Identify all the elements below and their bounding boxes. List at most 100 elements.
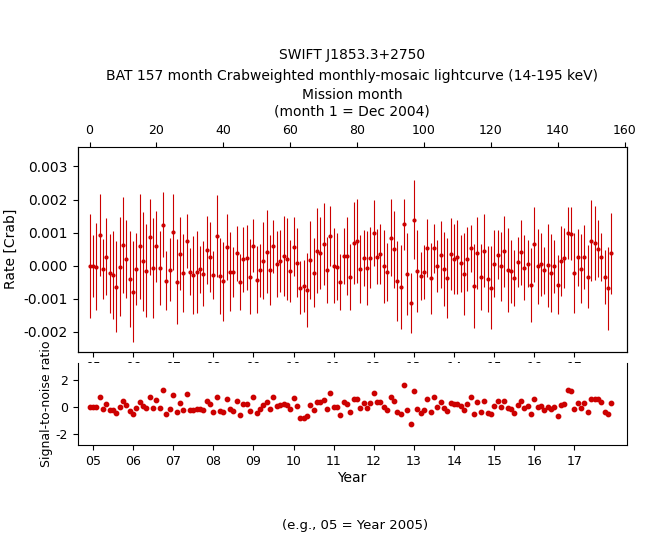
- Point: [432, 403, 443, 412]
- Point: [455, 401, 466, 410]
- Point: [392, 408, 402, 416]
- Point: [238, 400, 249, 408]
- Point: [141, 404, 152, 413]
- Point: [483, 408, 493, 417]
- Point: [168, 390, 178, 399]
- Title: SWIFT J1853.3+2750
BAT 157 month Crabweighted monthly-mosaic lightcurve (14-195 : SWIFT J1853.3+2750 BAT 157 month Crabwei…: [106, 48, 598, 83]
- Point: [415, 408, 426, 417]
- Point: [516, 397, 526, 406]
- Point: [174, 398, 185, 407]
- Point: [399, 380, 409, 389]
- Point: [559, 399, 570, 408]
- Point: [312, 398, 322, 407]
- Point: [512, 401, 523, 409]
- Point: [603, 410, 613, 419]
- Point: [372, 398, 382, 407]
- Point: [492, 396, 503, 405]
- Point: [419, 406, 429, 414]
- Point: [489, 402, 499, 411]
- Point: [592, 395, 603, 403]
- Point: [218, 408, 229, 417]
- Point: [265, 405, 275, 413]
- Point: [382, 406, 392, 414]
- Point: [375, 397, 386, 406]
- Point: [429, 393, 439, 402]
- Point: [275, 401, 286, 409]
- Point: [359, 399, 369, 407]
- Point: [472, 398, 483, 407]
- Point: [355, 404, 366, 413]
- Point: [278, 399, 289, 408]
- Point: [101, 400, 112, 408]
- Point: [298, 414, 309, 422]
- Point: [205, 399, 215, 408]
- Point: [158, 386, 169, 394]
- Point: [305, 401, 315, 409]
- Point: [114, 403, 125, 412]
- Point: [499, 397, 510, 406]
- Point: [572, 399, 583, 407]
- Y-axis label: Signal-to-noise ratio: Signal-to-noise ratio: [39, 341, 52, 468]
- Point: [526, 410, 536, 419]
- Point: [202, 396, 212, 405]
- Point: [352, 394, 362, 403]
- Point: [98, 404, 108, 413]
- Point: [569, 405, 579, 414]
- Point: [495, 403, 506, 412]
- Point: [194, 405, 205, 413]
- Point: [148, 403, 158, 412]
- Point: [242, 399, 252, 408]
- Point: [188, 406, 198, 414]
- Point: [251, 408, 262, 417]
- Point: [185, 406, 195, 415]
- Point: [302, 412, 312, 420]
- Point: [406, 420, 416, 428]
- Point: [85, 403, 95, 412]
- Point: [586, 394, 596, 403]
- Point: [91, 403, 101, 412]
- Point: [435, 398, 446, 407]
- Point: [245, 407, 255, 415]
- Point: [519, 403, 530, 412]
- Point: [118, 397, 128, 406]
- Point: [446, 399, 456, 407]
- Point: [546, 405, 556, 414]
- Point: [88, 403, 98, 412]
- Point: [362, 403, 372, 412]
- Point: [121, 400, 132, 409]
- Point: [509, 408, 519, 417]
- Point: [154, 403, 165, 412]
- Point: [138, 401, 148, 410]
- Point: [536, 402, 546, 411]
- Point: [402, 406, 412, 414]
- Point: [583, 407, 593, 416]
- Point: [94, 392, 105, 401]
- Point: [282, 400, 292, 409]
- Point: [325, 389, 335, 398]
- Point: [111, 409, 121, 418]
- Point: [389, 397, 399, 406]
- Point: [556, 401, 567, 409]
- Point: [318, 395, 329, 404]
- Point: [466, 393, 476, 401]
- Point: [198, 406, 209, 414]
- Point: [543, 402, 553, 411]
- Point: [459, 405, 469, 414]
- X-axis label: Year: Year: [337, 471, 367, 485]
- Point: [315, 397, 326, 406]
- Point: [258, 401, 269, 409]
- Point: [563, 386, 573, 394]
- Point: [552, 412, 563, 420]
- Point: [532, 403, 543, 412]
- Point: [469, 409, 479, 418]
- Point: [486, 410, 496, 419]
- Point: [128, 410, 138, 419]
- Point: [255, 405, 266, 414]
- Point: [285, 405, 295, 414]
- Point: [596, 398, 607, 407]
- Point: [369, 389, 379, 398]
- Point: [576, 404, 587, 413]
- Point: [503, 404, 513, 413]
- Point: [335, 411, 346, 419]
- Point: [131, 404, 141, 413]
